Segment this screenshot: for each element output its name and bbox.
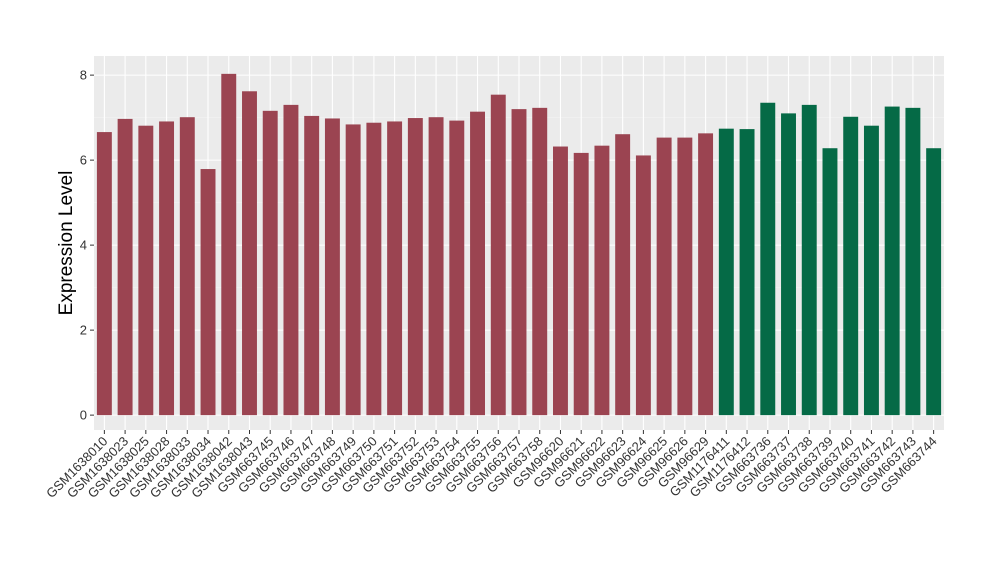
bar-GSM663757 <box>511 109 527 416</box>
bar-GSM663741 <box>863 125 879 416</box>
bar-GSM1638034 <box>200 169 216 416</box>
bar-GSM1638033 <box>179 117 195 416</box>
bar-GSM1638028 <box>159 121 175 416</box>
y-axis: 0 2 4 6 8 <box>80 68 94 423</box>
y-tick-label: 6 <box>80 153 87 168</box>
bar-GSM663739 <box>822 148 838 416</box>
x-axis: GSM1638010GSM1638023GSM1638025GSM1638028… <box>43 430 940 501</box>
y-tick-label: 0 <box>80 408 87 423</box>
bar-GSM1176411 <box>718 128 734 416</box>
bar-GSM663745 <box>262 110 278 416</box>
bar-GSM1638042 <box>221 73 237 416</box>
bar-GSM663747 <box>304 115 320 416</box>
bar-GSM96624 <box>635 155 651 416</box>
bar-GSM663738 <box>801 104 817 416</box>
bar-GSM663751 <box>387 121 403 416</box>
bar-GSM663748 <box>324 118 340 416</box>
bar-GSM663737 <box>781 113 796 416</box>
bar-GSM663746 <box>283 104 299 416</box>
y-tick-label: 8 <box>80 68 87 83</box>
bar-GSM96621 <box>573 152 589 416</box>
bar-GSM663740 <box>843 116 859 416</box>
bar-GSM663736 <box>760 102 776 416</box>
y-tick-label: 4 <box>80 238 87 253</box>
bar-GSM663750 <box>366 122 382 416</box>
bar-GSM663756 <box>490 94 506 416</box>
y-axis-title: Expression Level <box>56 171 77 316</box>
y-tick-label: 2 <box>80 323 87 338</box>
bar-GSM1638010 <box>96 132 112 416</box>
bar-GSM96622 <box>594 145 610 416</box>
bar-GSM663753 <box>428 117 444 416</box>
bar-GSM1638023 <box>117 118 133 416</box>
bar-GSM663754 <box>449 120 465 416</box>
bar-GSM663743 <box>905 107 921 416</box>
bar-GSM1638043 <box>242 91 257 416</box>
bar-GSM96629 <box>698 133 714 416</box>
bar-GSM1176412 <box>739 129 755 416</box>
bar-GSM96625 <box>656 137 672 416</box>
bars <box>96 73 942 416</box>
bar-GSM663755 <box>470 111 485 416</box>
bar-GSM663744 <box>926 148 942 416</box>
bar-GSM96626 <box>677 137 693 416</box>
bar-GSM96623 <box>615 134 631 416</box>
bar-GSM663749 <box>345 124 361 416</box>
bar-GSM663758 <box>532 107 548 416</box>
bar-GSM663742 <box>884 106 900 416</box>
bar-GSM663752 <box>407 118 423 416</box>
bar-GSM96620 <box>553 146 568 416</box>
bar-GSM1638025 <box>138 125 154 416</box>
